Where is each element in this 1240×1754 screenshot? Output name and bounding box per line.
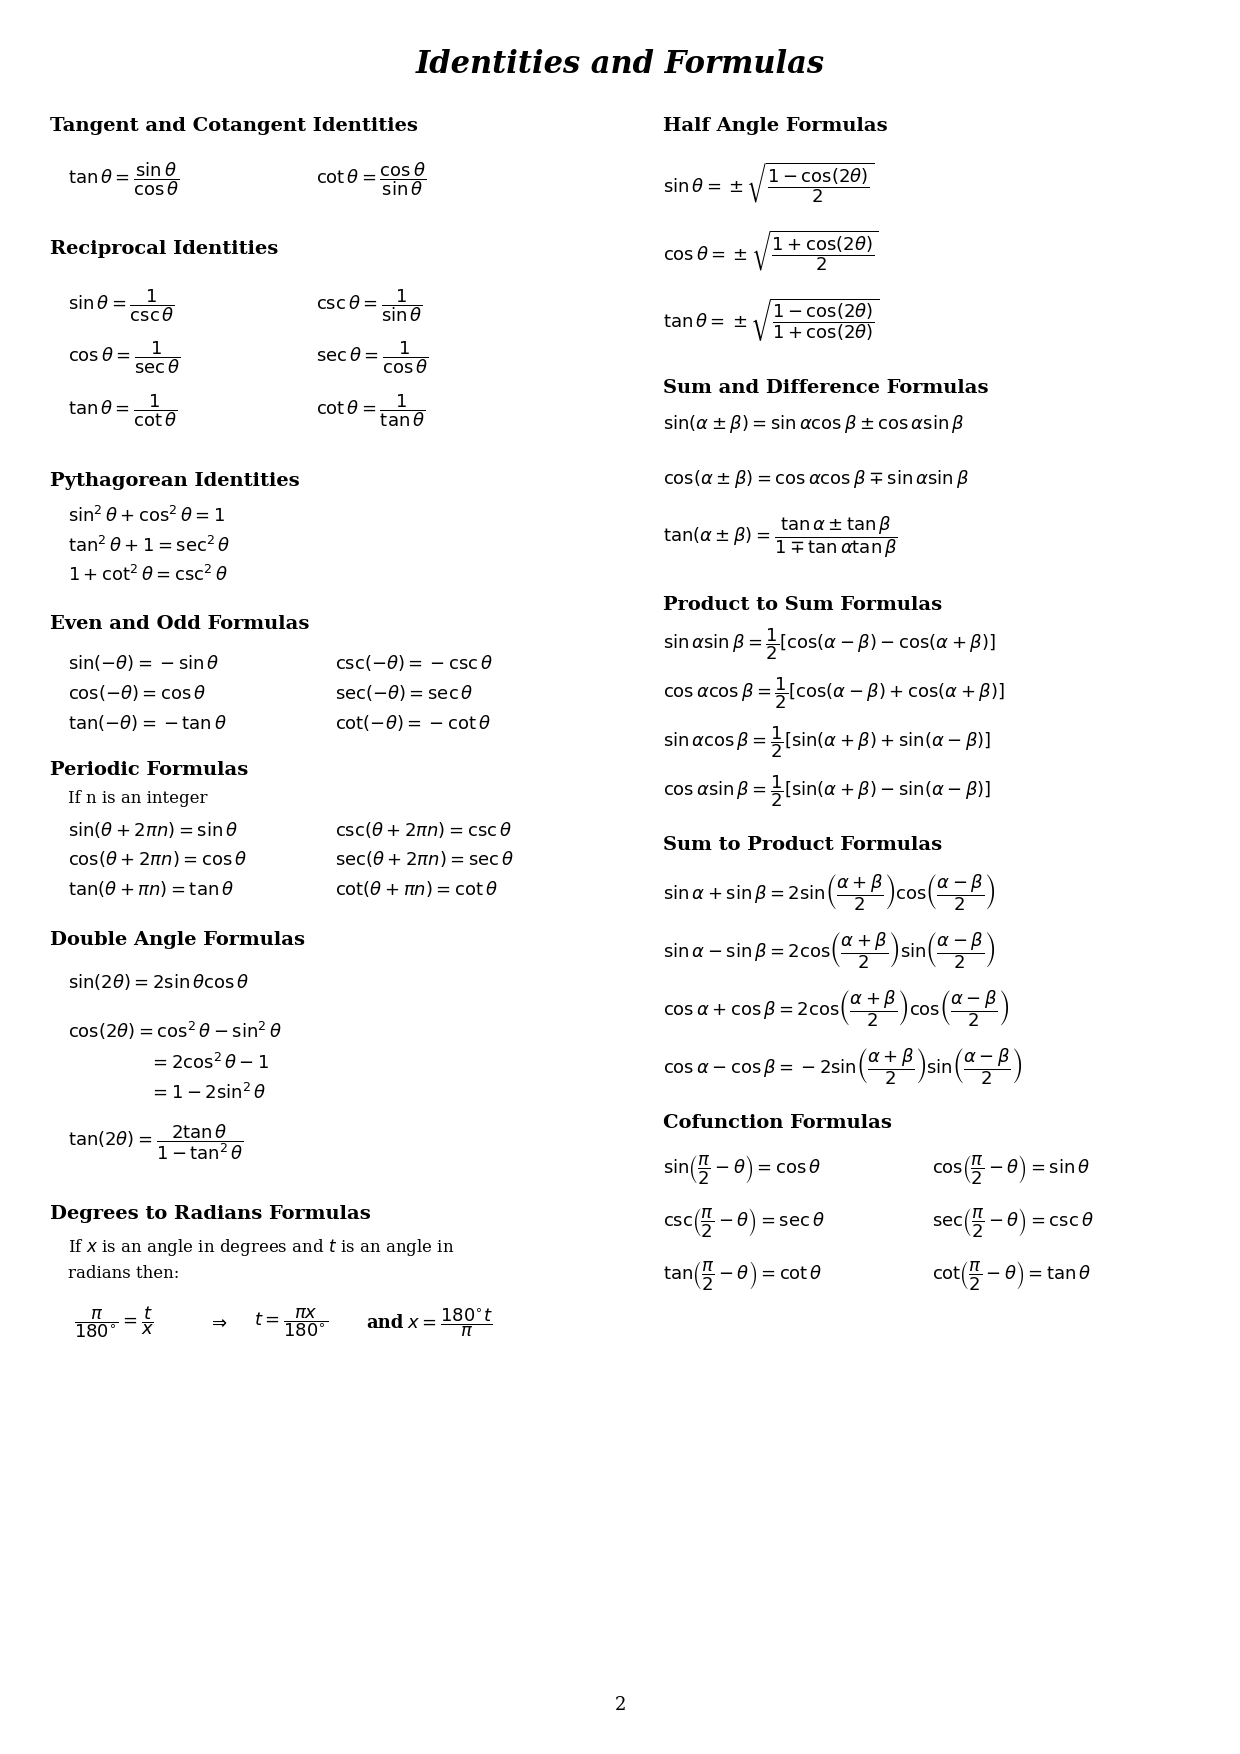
Text: If n is an integer: If n is an integer (68, 789, 207, 807)
Text: $\sin(2\theta) = 2\sin\theta\cos\theta$: $\sin(2\theta) = 2\sin\theta\cos\theta$ (68, 972, 249, 993)
Text: $\cos\theta = \dfrac{1}{\sec\theta}$: $\cos\theta = \dfrac{1}{\sec\theta}$ (68, 340, 181, 375)
Text: 2: 2 (614, 1696, 626, 1714)
Text: $\cos\alpha + \cos\beta = 2\cos\!\left(\dfrac{\alpha+\beta}{2}\right)\cos\!\left: $\cos\alpha + \cos\beta = 2\cos\!\left(\… (663, 988, 1009, 1030)
Text: $\cot(-\theta) = -\cot\theta$: $\cot(-\theta) = -\cot\theta$ (335, 712, 491, 733)
Text: $\sin\!\left(\dfrac{\pi}{2}-\theta\right) = \cos\theta$: $\sin\!\left(\dfrac{\pi}{2}-\theta\right… (663, 1154, 822, 1186)
Text: $\sec\theta = \dfrac{1}{\cos\theta}$: $\sec\theta = \dfrac{1}{\cos\theta}$ (316, 340, 429, 375)
Text: $\cot\theta = \dfrac{1}{\tan\theta}$: $\cot\theta = \dfrac{1}{\tan\theta}$ (316, 393, 425, 428)
Text: $\sin\alpha - \sin\beta = 2\cos\!\left(\dfrac{\alpha+\beta}{2}\right)\sin\!\left: $\sin\alpha - \sin\beta = 2\cos\!\left(\… (663, 930, 996, 972)
Text: $\cos(\theta + 2\pi n) = \cos\theta$: $\cos(\theta + 2\pi n) = \cos\theta$ (68, 849, 247, 870)
Text: $\sec(\theta + 2\pi n) = \sec\theta$: $\sec(\theta + 2\pi n) = \sec\theta$ (335, 849, 515, 870)
Text: $\sin\alpha\cos\beta = \dfrac{1}{2}[\sin(\alpha+\beta) + \sin(\alpha-\beta)]$: $\sin\alpha\cos\beta = \dfrac{1}{2}[\sin… (663, 724, 992, 759)
Text: $\sin\theta = \dfrac{1}{\csc\theta}$: $\sin\theta = \dfrac{1}{\csc\theta}$ (68, 288, 175, 323)
Text: $\sin\alpha + \sin\beta = 2\sin\!\left(\dfrac{\alpha+\beta}{2}\right)\cos\!\left: $\sin\alpha + \sin\beta = 2\sin\!\left(\… (663, 872, 996, 914)
Text: $\Rightarrow$: $\Rightarrow$ (208, 1314, 228, 1331)
Text: $1 + \cot^2\theta = \csc^2\theta$: $1 + \cot^2\theta = \csc^2\theta$ (68, 565, 228, 586)
Text: Periodic Formulas: Periodic Formulas (50, 761, 248, 779)
Text: radians then:: radians then: (68, 1265, 180, 1282)
Text: $\tan^2\theta + 1 = \sec^2\theta$: $\tan^2\theta + 1 = \sec^2\theta$ (68, 535, 231, 556)
Text: $\cos(-\theta) = \cos\theta$: $\cos(-\theta) = \cos\theta$ (68, 682, 207, 703)
Text: $\sin\theta = \pm\sqrt{\dfrac{1-\cos(2\theta)}{2}}$: $\sin\theta = \pm\sqrt{\dfrac{1-\cos(2\t… (663, 160, 874, 205)
Text: $= 2\cos^2\theta - 1$: $= 2\cos^2\theta - 1$ (149, 1052, 269, 1073)
Text: Identities and Formulas: Identities and Formulas (415, 49, 825, 81)
Text: Reciprocal Identities: Reciprocal Identities (50, 240, 278, 258)
Text: $t = \dfrac{\pi x}{180^{\circ}}$: $t = \dfrac{\pi x}{180^{\circ}}$ (254, 1307, 329, 1338)
Text: $\tan(\theta + \pi n) = \tan\theta$: $\tan(\theta + \pi n) = \tan\theta$ (68, 879, 234, 900)
Text: $\cos\alpha\cos\beta = \dfrac{1}{2}[\cos(\alpha-\beta) + \cos(\alpha+\beta)]$: $\cos\alpha\cos\beta = \dfrac{1}{2}[\cos… (663, 675, 1006, 710)
Text: Sum to Product Formulas: Sum to Product Formulas (663, 837, 942, 854)
Text: $\sin(-\theta) = -\sin\theta$: $\sin(-\theta) = -\sin\theta$ (68, 652, 219, 674)
Text: $\csc(\theta + 2\pi n) = \csc\theta$: $\csc(\theta + 2\pi n) = \csc\theta$ (335, 819, 512, 840)
Text: $\tan(-\theta) = -\tan\theta$: $\tan(-\theta) = -\tan\theta$ (68, 712, 227, 733)
Text: $\sec\!\left(\dfrac{\pi}{2}-\theta\right) = \csc\theta$: $\sec\!\left(\dfrac{\pi}{2}-\theta\right… (932, 1207, 1094, 1238)
Text: $\cot\!\left(\dfrac{\pi}{2}-\theta\right) = \tan\theta$: $\cot\!\left(\dfrac{\pi}{2}-\theta\right… (932, 1259, 1092, 1291)
Text: $\cos(\alpha \pm \beta) = \cos\alpha\cos\beta \mp \sin\alpha\sin\beta$: $\cos(\alpha \pm \beta) = \cos\alpha\cos… (663, 468, 970, 489)
Text: $\cos\alpha\sin\beta = \dfrac{1}{2}[\sin(\alpha+\beta) - \sin(\alpha-\beta)]$: $\cos\alpha\sin\beta = \dfrac{1}{2}[\sin… (663, 774, 992, 809)
Text: $\sin(\theta + 2\pi n) = \sin\theta$: $\sin(\theta + 2\pi n) = \sin\theta$ (68, 819, 238, 840)
Text: $x = \dfrac{180^{\circ} t}{\pi}$: $x = \dfrac{180^{\circ} t}{\pi}$ (407, 1307, 492, 1338)
Text: Tangent and Cotangent Identities: Tangent and Cotangent Identities (50, 118, 418, 135)
Text: $\cos\theta = \pm\sqrt{\dfrac{1+\cos(2\theta)}{2}}$: $\cos\theta = \pm\sqrt{\dfrac{1+\cos(2\t… (663, 228, 879, 274)
Text: $\tan\theta = \dfrac{1}{\cot\theta}$: $\tan\theta = \dfrac{1}{\cot\theta}$ (68, 393, 177, 428)
Text: Cofunction Formulas: Cofunction Formulas (663, 1114, 893, 1131)
Text: $\tan(2\theta) = \dfrac{2\tan\theta}{1-\tan^2\theta}$: $\tan(2\theta) = \dfrac{2\tan\theta}{1-\… (68, 1123, 244, 1161)
Text: $\sin\alpha\sin\beta = \dfrac{1}{2}[\cos(\alpha-\beta) - \cos(\alpha+\beta)]$: $\sin\alpha\sin\beta = \dfrac{1}{2}[\cos… (663, 626, 996, 661)
Text: Product to Sum Formulas: Product to Sum Formulas (663, 596, 942, 614)
Text: $\csc\!\left(\dfrac{\pi}{2}-\theta\right) = \sec\theta$: $\csc\!\left(\dfrac{\pi}{2}-\theta\right… (663, 1207, 825, 1238)
Text: $\csc(-\theta) = -\csc\theta$: $\csc(-\theta) = -\csc\theta$ (335, 652, 494, 674)
Text: $\tan(\alpha \pm \beta) = \dfrac{\tan\alpha \pm \tan\beta}{1 \mp \tan\alpha\tan\: $\tan(\alpha \pm \beta) = \dfrac{\tan\al… (663, 514, 898, 560)
Text: Half Angle Formulas: Half Angle Formulas (663, 118, 888, 135)
Text: $= 1 - 2\sin^2\theta$: $= 1 - 2\sin^2\theta$ (149, 1082, 265, 1103)
Text: Double Angle Formulas: Double Angle Formulas (50, 931, 305, 949)
Text: $\dfrac{\pi}{180^{\circ}} = \dfrac{t}{x}$: $\dfrac{\pi}{180^{\circ}} = \dfrac{t}{x}… (74, 1305, 155, 1340)
Text: and: and (366, 1314, 403, 1331)
Text: Even and Odd Formulas: Even and Odd Formulas (50, 616, 309, 633)
Text: $\sin(\alpha \pm \beta) = \sin\alpha\cos\beta \pm \cos\alpha\sin\beta$: $\sin(\alpha \pm \beta) = \sin\alpha\cos… (663, 414, 965, 435)
Text: $\cos\!\left(\dfrac{\pi}{2}-\theta\right) = \sin\theta$: $\cos\!\left(\dfrac{\pi}{2}-\theta\right… (932, 1154, 1091, 1186)
Text: $\cos(2\theta) = \cos^2\theta - \sin^2\theta$: $\cos(2\theta) = \cos^2\theta - \sin^2\t… (68, 1021, 283, 1042)
Text: $\cos\alpha - \cos\beta = -2\sin\!\left(\dfrac{\alpha+\beta}{2}\right)\sin\!\lef: $\cos\alpha - \cos\beta = -2\sin\!\left(… (663, 1045, 1023, 1087)
Text: $\csc\theta = \dfrac{1}{\sin\theta}$: $\csc\theta = \dfrac{1}{\sin\theta}$ (316, 288, 423, 323)
Text: Degrees to Radians Formulas: Degrees to Radians Formulas (50, 1205, 371, 1223)
Text: Sum and Difference Formulas: Sum and Difference Formulas (663, 379, 990, 396)
Text: $\sec(-\theta) = \sec\theta$: $\sec(-\theta) = \sec\theta$ (335, 682, 474, 703)
Text: $\cot\theta = \dfrac{\cos\theta}{\sin\theta}$: $\cot\theta = \dfrac{\cos\theta}{\sin\th… (316, 160, 427, 198)
Text: $\cot(\theta + \pi n) = \cot\theta$: $\cot(\theta + \pi n) = \cot\theta$ (335, 879, 497, 900)
Text: If $x$ is an angle in degrees and $t$ is an angle in: If $x$ is an angle in degrees and $t$ is… (68, 1237, 455, 1258)
Text: $\tan\theta = \pm\sqrt{\dfrac{1-\cos(2\theta)}{1+\cos(2\theta)}}$: $\tan\theta = \pm\sqrt{\dfrac{1-\cos(2\t… (663, 296, 879, 342)
Text: $\sin^2\theta + \cos^2\theta = 1$: $\sin^2\theta + \cos^2\theta = 1$ (68, 505, 226, 526)
Text: $\tan\!\left(\dfrac{\pi}{2}-\theta\right) = \cot\theta$: $\tan\!\left(\dfrac{\pi}{2}-\theta\right… (663, 1259, 823, 1291)
Text: Pythagorean Identities: Pythagorean Identities (50, 472, 299, 489)
Text: $\tan\theta = \dfrac{\sin\theta}{\cos\theta}$: $\tan\theta = \dfrac{\sin\theta}{\cos\th… (68, 160, 180, 198)
